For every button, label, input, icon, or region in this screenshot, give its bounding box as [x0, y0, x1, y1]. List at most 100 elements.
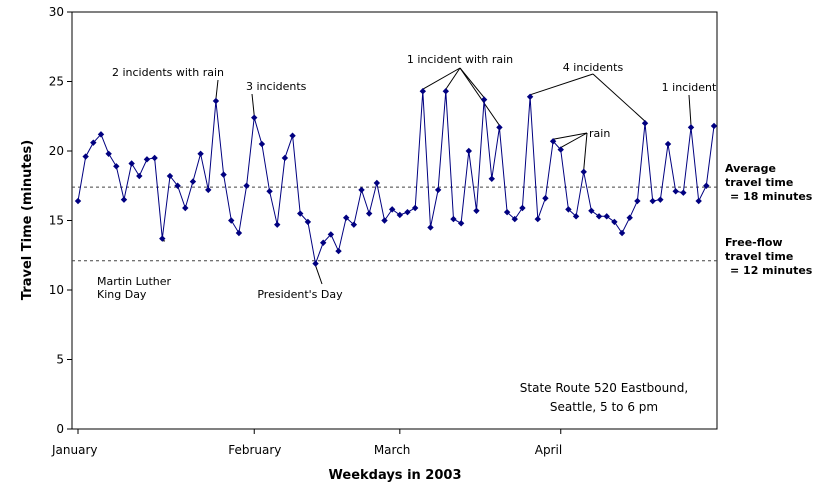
data-point — [565, 206, 572, 213]
data-point — [151, 154, 158, 162]
data-point — [266, 188, 273, 195]
data-point — [274, 221, 281, 228]
data-point — [404, 208, 411, 216]
data-point — [97, 131, 105, 138]
annotation-leader — [583, 132, 588, 170]
x-tick-label: February — [228, 443, 281, 457]
data-point — [534, 215, 541, 223]
annotation-leaders — [162, 67, 692, 285]
data-point — [488, 175, 495, 182]
data-point — [695, 197, 702, 205]
annotation-label-line: 1 incident — [662, 81, 717, 94]
data-point — [580, 168, 587, 176]
y-tick-label: 30 — [49, 5, 64, 19]
data-point — [289, 132, 296, 139]
data-point — [519, 204, 526, 212]
data-point — [90, 139, 97, 146]
x-axis-title: Weekdays in 2003 — [329, 468, 462, 483]
data-point — [457, 220, 465, 227]
data-point — [572, 213, 580, 220]
data-point — [258, 140, 266, 148]
annotation-leader — [592, 73, 646, 122]
annotation-leader — [560, 132, 588, 149]
annotation-leader — [315, 265, 323, 285]
data-point — [312, 260, 319, 267]
data-point — [703, 182, 710, 189]
annotations: 2 incidents with rain 3 incidents 1 incide… — [97, 53, 717, 301]
data-point — [542, 195, 549, 202]
x-axis: January February March April — [51, 429, 562, 457]
chart-note-line: State Route 520 Eastbound, — [520, 381, 688, 395]
data-point — [664, 140, 672, 148]
data-point — [611, 218, 618, 226]
data-point — [174, 182, 181, 189]
data-point — [243, 182, 250, 189]
data-point — [128, 160, 135, 167]
data-point — [189, 178, 197, 185]
data-point — [450, 215, 457, 223]
annotation-leader — [459, 67, 485, 98]
data-point — [82, 153, 89, 160]
annotation-label: 3 incidents — [246, 80, 307, 93]
reference-label-line: = 12 minutes — [730, 264, 813, 277]
reference-label-line: Free-flow — [725, 236, 783, 249]
data-point — [228, 217, 235, 224]
data-point — [335, 247, 342, 255]
annotation-label-line: 4 incidents — [563, 61, 624, 74]
data-point — [297, 210, 304, 217]
annotation-label: 1 incident — [662, 81, 717, 94]
data-point — [680, 189, 687, 196]
data-point — [427, 224, 434, 231]
annotation-leader — [422, 67, 461, 90]
data-point — [618, 229, 626, 237]
x-tick-label: March — [374, 443, 411, 457]
y-axis: 0 5 10 15 20 25 30 — [49, 5, 72, 436]
data-point — [120, 196, 128, 203]
annotation-leader — [215, 79, 219, 100]
data-point — [480, 96, 488, 103]
annotation-label: 2 incidents with rain — [112, 66, 224, 79]
data-point — [304, 218, 312, 226]
y-tick-label: 10 — [49, 283, 64, 297]
data-point — [672, 188, 679, 195]
annotation-label: 4 incidents — [563, 61, 624, 74]
data-point — [526, 93, 534, 100]
annotation-label: 1 incident with rain — [407, 53, 513, 66]
y-tick-label: 25 — [49, 75, 64, 89]
data-point — [212, 97, 220, 105]
data-point — [105, 150, 112, 157]
data-point — [595, 213, 603, 220]
chart-note-line: Seattle, 5 to 6 pm — [550, 400, 658, 414]
annotation-leader — [445, 67, 461, 90]
data-point — [235, 229, 243, 237]
annotation-leader — [688, 94, 692, 126]
annotation-label-line: Martin Luther — [97, 275, 172, 288]
series-travel-time — [74, 88, 718, 267]
data-point — [159, 235, 166, 242]
data-point — [205, 186, 212, 194]
data-point — [182, 204, 189, 212]
y-tick-label: 20 — [49, 144, 64, 158]
reference-label-line: = 18 minutes — [730, 190, 813, 203]
data-point — [220, 171, 227, 178]
data-point — [350, 221, 358, 228]
data-point — [381, 217, 388, 224]
annotation-leader — [529, 73, 594, 96]
data-point — [641, 120, 649, 127]
data-point — [113, 163, 120, 170]
data-point — [473, 207, 480, 214]
reference-label: Average travel time = 18 minutes — [725, 162, 813, 203]
data-point — [373, 179, 381, 187]
x-tick-label: January — [51, 443, 98, 457]
data-point — [503, 208, 511, 216]
reference-label: Free-flow travel time = 12 minutes — [725, 236, 813, 277]
data-point — [710, 122, 718, 130]
y-tick-label: 5 — [56, 353, 64, 367]
data-point — [143, 156, 151, 163]
annotation-label: rain — [589, 127, 610, 140]
reference-label-line: travel time — [725, 176, 793, 189]
y-tick-label: 0 — [56, 422, 64, 436]
y-tick-label: 15 — [49, 214, 64, 228]
data-point — [649, 197, 656, 205]
annotation-leader — [459, 67, 500, 126]
